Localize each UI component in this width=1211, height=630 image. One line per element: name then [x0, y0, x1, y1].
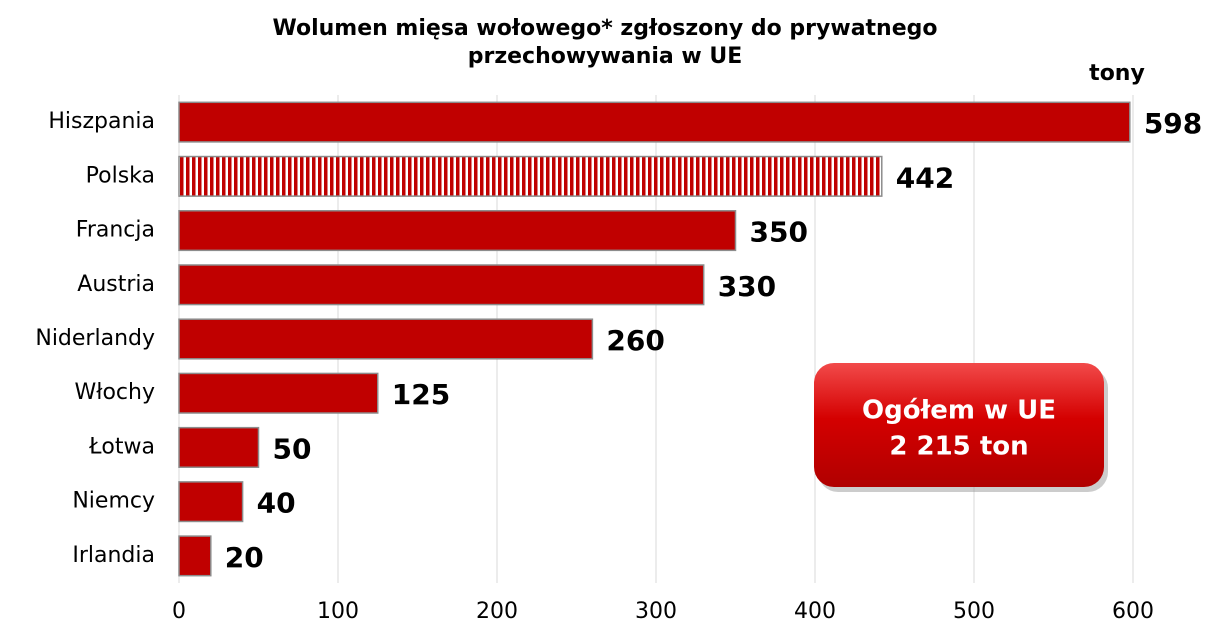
data-label: 125 [392, 378, 450, 411]
y-tick-label: Łotwa [88, 434, 155, 459]
x-tick-label: 200 [476, 599, 518, 624]
y-tick-label: Polska [86, 163, 155, 188]
unit-label: tony [1089, 61, 1145, 86]
bar [178, 318, 594, 360]
y-tick-label: Austria [77, 272, 155, 297]
y-tick-label: Niemcy [72, 489, 155, 514]
data-label: 50 [273, 432, 312, 465]
y-tick-label: Włochy [74, 380, 155, 405]
x-tick-label: 100 [317, 599, 359, 624]
data-label: 598 [1144, 107, 1202, 140]
data-label: 20 [225, 541, 264, 574]
x-tick-label: 300 [635, 599, 677, 624]
bar [178, 155, 883, 197]
x-tick-label: 0 [172, 599, 186, 624]
data-label: 442 [896, 161, 954, 194]
x-tick-label: 600 [1112, 599, 1154, 624]
annotation-text: 2 215 ton [889, 432, 1028, 462]
annotation-text: Ogółem w UE [862, 396, 1056, 426]
chart-title: przechowywania w UE [468, 44, 743, 69]
chart-title: Wolumen mięsa wołowego* zgłoszony do pry… [272, 16, 937, 41]
y-tick-label: Francja [76, 218, 155, 243]
bar [178, 426, 260, 468]
x-tick-label: 400 [794, 599, 836, 624]
annotation-box [814, 363, 1104, 487]
data-label: 350 [750, 216, 808, 249]
data-label: 260 [606, 324, 664, 357]
x-tick-label: 500 [953, 599, 995, 624]
data-label: 330 [718, 270, 776, 303]
bar [178, 210, 737, 252]
bar [178, 372, 379, 414]
bar [178, 535, 212, 577]
bar [178, 264, 705, 306]
data-label: 40 [257, 487, 296, 520]
y-tick-label: Irlandia [72, 543, 155, 568]
y-tick-label: Hiszpania [48, 109, 155, 134]
y-tick-label: Niderlandy [35, 326, 155, 351]
bar [178, 481, 244, 523]
bar [178, 101, 1131, 143]
